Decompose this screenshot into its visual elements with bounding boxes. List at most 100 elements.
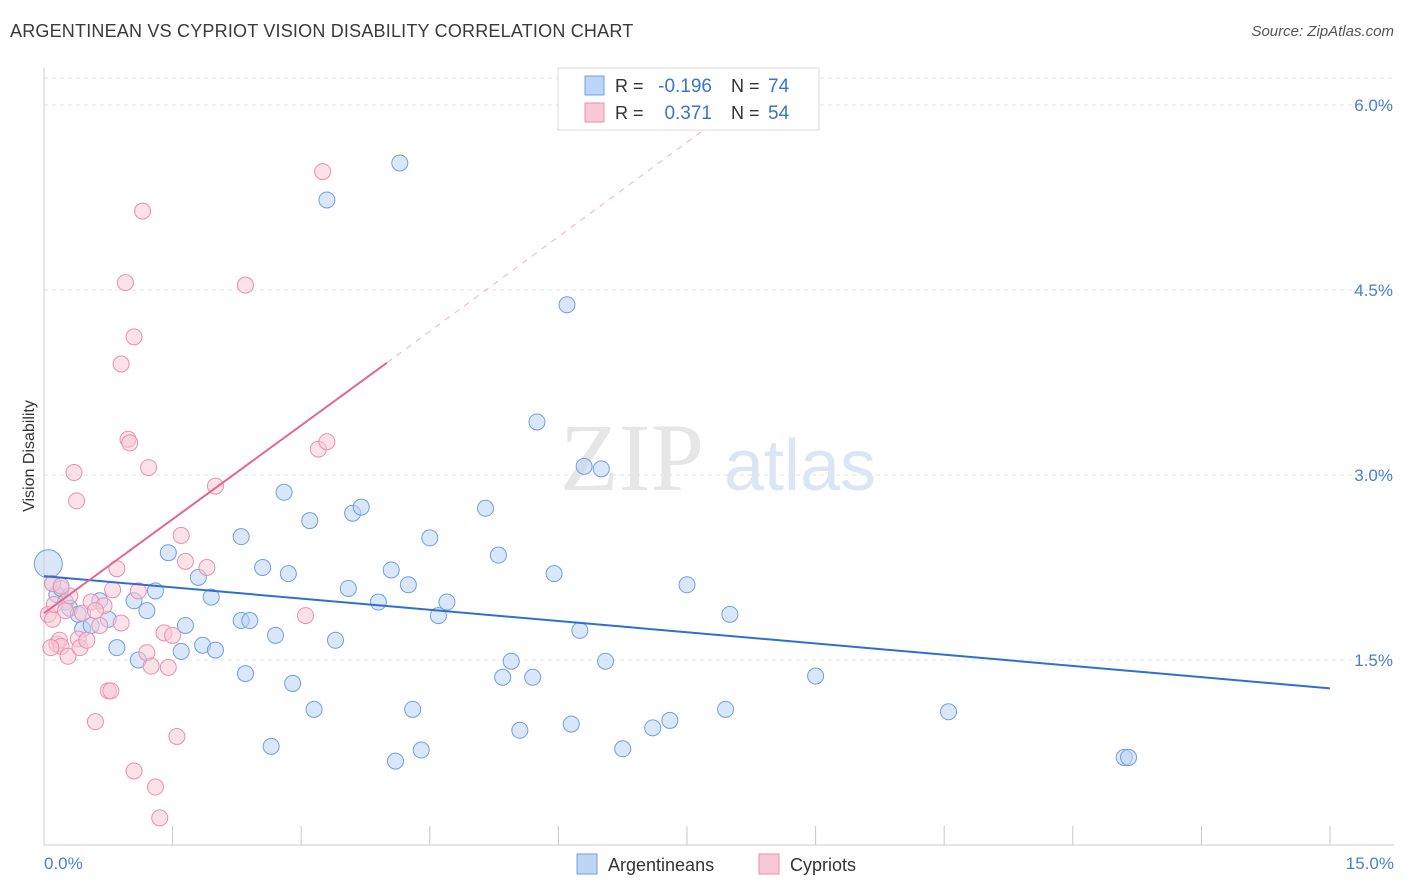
point-cypriots <box>318 433 336 451</box>
point-argentineans <box>678 576 696 594</box>
stats-r-label-blue: R = <box>615 76 644 96</box>
x-tick-marks <box>172 826 1331 845</box>
stats-n-value-pink: 54 <box>768 103 790 124</box>
legend-swatch-argentineans <box>576 853 598 875</box>
stats-n-value-blue: 74 <box>768 76 790 97</box>
y-tick-label: 1.5% <box>1354 651 1393 670</box>
gridlines <box>44 77 1394 661</box>
point-cypriots <box>125 762 143 780</box>
point-argentineans <box>528 413 546 431</box>
point-cypriots <box>129 582 147 600</box>
point-argentineans <box>391 154 409 172</box>
y-tick-label: 3.0% <box>1354 466 1393 485</box>
y-axis-label: Vision Disability <box>21 400 38 512</box>
point-argentineans <box>266 626 284 644</box>
point-cypriots <box>198 559 216 576</box>
point-argentineans <box>236 665 254 683</box>
point-argentineans <box>172 642 190 660</box>
y-tick-label: 6.0% <box>1354 96 1393 115</box>
regression-line-cypriots <box>43 361 388 614</box>
point-cypriots <box>134 202 152 220</box>
legend-swatch-cypriots <box>758 853 780 875</box>
stats-n-label-blue: N = <box>731 76 760 96</box>
point-argentineans <box>284 674 302 692</box>
point-cypriots <box>176 552 194 570</box>
point-argentineans <box>644 719 662 737</box>
point-argentineans <box>502 652 520 670</box>
point-cypriots <box>296 607 314 625</box>
stats-r-value-blue: -0.196 <box>658 76 712 97</box>
point-argentineans <box>279 565 297 583</box>
point-argentineans <box>404 700 422 718</box>
point-argentineans <box>438 593 456 611</box>
point-cypriots <box>59 647 77 665</box>
chart-title: ARGENTINEAN VS CYPRIOT VISION DISABILITY… <box>10 21 634 41</box>
point-cypriots <box>52 577 70 595</box>
point-argentineans <box>241 612 259 630</box>
point-argentineans <box>275 483 293 501</box>
point-argentineans <box>421 529 439 547</box>
point-cypriots <box>159 658 177 676</box>
regression-line-cypriots-extension <box>386 129 705 364</box>
point-cypriots <box>112 614 130 632</box>
point-cypriots <box>151 809 169 827</box>
point-argentineans <box>301 512 319 530</box>
point-argentineans <box>412 741 430 759</box>
point-cypriots <box>86 713 104 731</box>
legend-label-argentineans: Argentineans <box>608 855 714 875</box>
point-argentineans <box>477 499 495 517</box>
point-argentineans <box>721 605 739 623</box>
point-argentineans <box>382 561 400 579</box>
point-cypriots <box>146 778 164 796</box>
point-cypriots <box>65 464 83 482</box>
point-argentineans <box>597 652 615 670</box>
x-tick-label-min: 0.0% <box>44 854 83 873</box>
point-argentineans <box>339 579 357 597</box>
point-cypriots <box>78 631 96 649</box>
stats-r-value-pink: 0.371 <box>664 103 712 124</box>
point-argentineans <box>108 639 126 657</box>
point-argentineans <box>939 703 957 721</box>
point-argentineans <box>176 616 194 634</box>
point-cypriots <box>168 727 186 745</box>
stats-r-label-pink: R = <box>615 103 644 123</box>
point-cypriots <box>236 276 254 294</box>
axes <box>43 68 1394 846</box>
point-cypriots <box>314 163 332 181</box>
series-argentineans <box>33 154 1138 770</box>
point-argentineans <box>511 721 529 739</box>
point-argentineans <box>202 588 220 606</box>
point-argentineans <box>614 740 632 758</box>
series-legend: Argentineans Cypriots <box>576 853 856 875</box>
point-argentineans <box>305 700 323 718</box>
point-cypriots <box>121 434 139 452</box>
point-argentineans <box>369 593 387 611</box>
point-argentineans <box>232 528 250 546</box>
point-argentineans <box>717 700 735 718</box>
point-argentineans <box>575 457 593 475</box>
point-cypriots <box>86 602 104 620</box>
point-cypriots <box>164 626 182 644</box>
regression-lines <box>43 129 1331 690</box>
point-argentineans <box>807 667 825 685</box>
point-cypriots <box>56 602 74 620</box>
point-cypriots <box>102 682 120 700</box>
point-cypriots <box>112 355 130 373</box>
point-argentineans <box>254 559 272 576</box>
point-argentineans <box>494 668 512 686</box>
point-argentineans <box>489 546 507 564</box>
point-cypriots <box>125 328 143 346</box>
point-argentineans <box>1120 748 1138 766</box>
point-argentineans <box>262 737 280 755</box>
x-tick-label-max: 15.0% <box>1346 854 1394 873</box>
point-argentineans <box>33 549 63 579</box>
point-argentineans <box>571 621 589 639</box>
y-tick-labels: 1.5% 3.0% 4.5% 6.0% <box>1354 96 1393 670</box>
point-cypriots <box>91 616 109 634</box>
regression-line-argentineans <box>43 575 1331 690</box>
point-argentineans <box>558 296 576 314</box>
stats-n-label-pink: N = <box>731 103 760 123</box>
point-argentineans <box>562 715 580 733</box>
point-cypriots <box>172 526 190 544</box>
